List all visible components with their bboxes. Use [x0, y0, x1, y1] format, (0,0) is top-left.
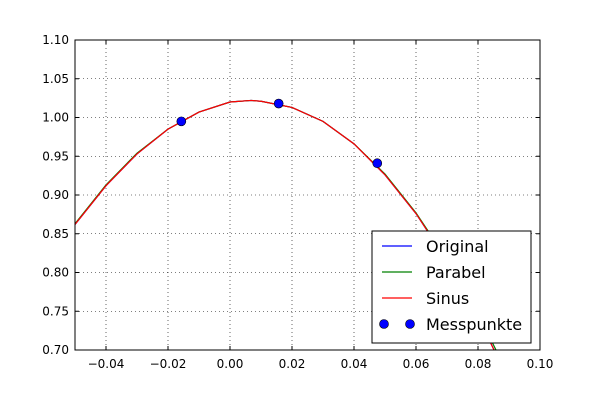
legend-label-messpunkte: Messpunkte	[426, 315, 522, 334]
y-tick-label: 0.95	[42, 149, 69, 163]
x-tick-label: 0.04	[341, 357, 368, 371]
y-tick-label: 1.10	[42, 33, 69, 47]
legend-label-sinus: Sinus	[426, 289, 469, 308]
data-point-messpunkte	[372, 158, 383, 169]
y-tick-label: 0.80	[42, 266, 69, 280]
legend-box	[371, 230, 532, 344]
y-tick-label: 1.05	[42, 72, 69, 86]
x-tick-label: 0.00	[217, 357, 244, 371]
legend-marker-messpunkte	[379, 319, 389, 329]
x-tick-label: 0.10	[527, 357, 554, 371]
y-tick-label: 1.00	[42, 111, 69, 125]
y-tick-label: 0.70	[42, 343, 69, 357]
legend-label-original: Original	[426, 237, 489, 256]
data-point-messpunkte	[176, 116, 187, 127]
y-tick-label: 0.75	[42, 304, 69, 318]
data-point-messpunkte	[273, 98, 284, 109]
x-tick-label: 0.02	[279, 357, 306, 371]
y-tick-label: 0.90	[42, 188, 69, 202]
legend-label-parabel: Parabel	[426, 263, 486, 282]
x-tick-label: −0.02	[150, 357, 187, 371]
x-tick-label: 0.08	[465, 357, 492, 371]
x-tick-label: −0.04	[88, 357, 125, 371]
x-tick-label: 0.06	[403, 357, 430, 371]
ticks: −0.04 −0.02 0.00 0.02 0.04 0.06 0.08 0.10 0.70 0.…	[42, 33, 553, 371]
legend: Original Parabel Sinus Messpunkte	[371, 230, 532, 344]
y-tick-label: 0.85	[42, 227, 69, 241]
legend-marker-messpunkte	[405, 319, 415, 329]
